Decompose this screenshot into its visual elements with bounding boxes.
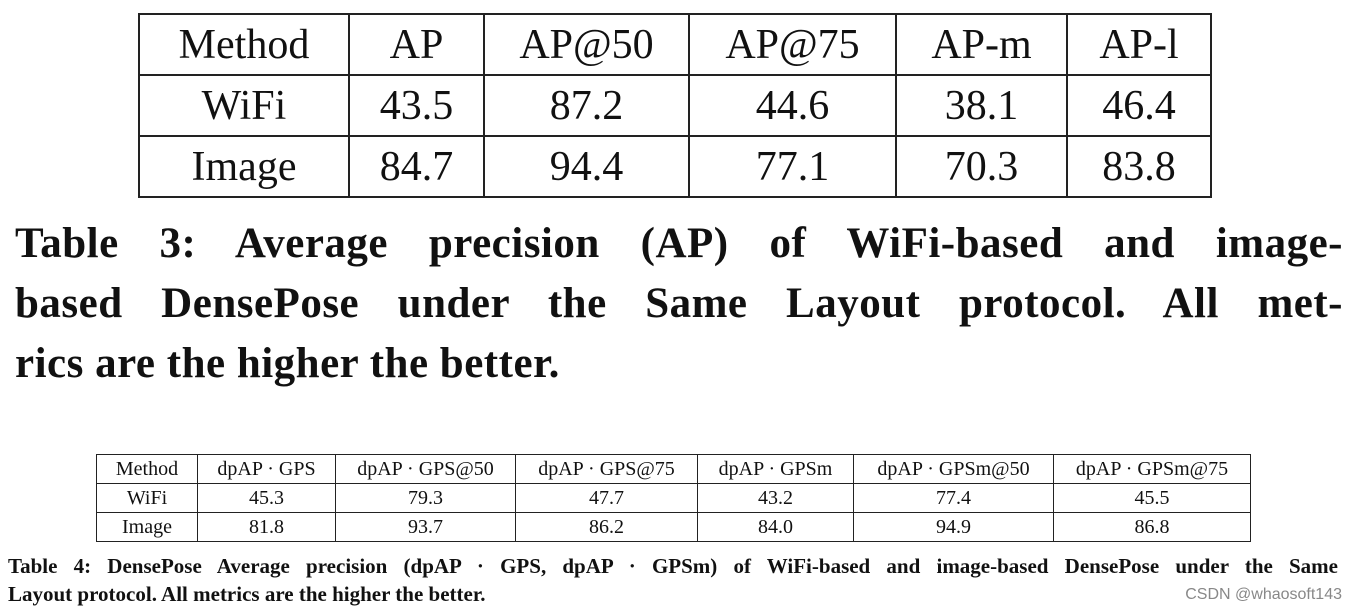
data-row-cell: 43.2 (697, 483, 854, 513)
data-row-cell: 94.4 (483, 135, 690, 198)
caption-line: rics are the higher the better. (15, 340, 560, 387)
header-row-cell: Method (138, 13, 350, 76)
data-row-cell: 46.4 (1066, 74, 1212, 137)
table-3: Method AP AP@50 AP@75 AP-m AP-l WiFi 43.5 87.2 44… (138, 13, 1212, 198)
caption-line: Layout protocol. All metrics are the hig… (8, 582, 486, 606)
data-row-cell: Image (138, 135, 350, 198)
header-row-cell: AP-l (1066, 13, 1212, 76)
data-row-cell: 43.5 (348, 74, 485, 137)
header-row-cell: dpAP · GPSm@50 (853, 454, 1054, 484)
data-row-cell: WiFi (138, 74, 350, 137)
data-row-cell: 45.3 (197, 483, 336, 513)
header-row-cell: dpAP · GPS@50 (335, 454, 516, 484)
table-4: Method dpAP · GPS dpAP · GPS@50 dpAP · GPS@… (96, 454, 1251, 542)
data-row-cell: 77.4 (853, 483, 1054, 513)
data-row-cell: 84.7 (348, 135, 485, 198)
header-row-cell: AP@50 (483, 13, 690, 76)
data-row: WiFi 43.5 87.2 44.6 38.1 46.4 (138, 74, 1212, 137)
data-row-cell: 84.0 (697, 512, 854, 542)
header-row-cell: AP (348, 13, 485, 76)
caption-line: Table 3: Average precision (AP) of WiFi-… (15, 220, 1343, 267)
table-3-caption: Table 3: Average precision (AP) of WiFi-… (15, 214, 1343, 394)
data-row: WiFi 45.3 79.3 47.7 43.2 77.4 45.5 (96, 483, 1251, 513)
data-row-cell: 86.2 (515, 512, 698, 542)
data-row-cell: 81.8 (197, 512, 336, 542)
header-row-cell: dpAP · GPSm@75 (1053, 454, 1251, 484)
header-row-cell: Method (96, 454, 198, 484)
header-row: Method AP AP@50 AP@75 AP-m AP-l (138, 13, 1212, 76)
header-row: Method dpAP · GPS dpAP · GPS@50 dpAP · GPS@… (96, 454, 1251, 484)
data-row: Image 81.8 93.7 86.2 84.0 94.9 86.8 (96, 512, 1251, 542)
data-row: Image 84.7 94.4 77.1 70.3 83.8 (138, 135, 1212, 198)
header-row-cell: dpAP · GPSm (697, 454, 854, 484)
header-row-cell: dpAP · GPS@75 (515, 454, 698, 484)
data-row-cell: 86.8 (1053, 512, 1251, 542)
watermark: CSDN @whaosoft143 (1185, 586, 1342, 603)
data-row-cell: 38.1 (895, 74, 1068, 137)
data-row-cell: 79.3 (335, 483, 516, 513)
data-row-cell: WiFi (96, 483, 198, 513)
data-row-cell: 94.9 (853, 512, 1054, 542)
data-row-cell: 44.6 (688, 74, 897, 137)
data-row-cell: 83.8 (1066, 135, 1212, 198)
caption-line: Table 4: DensePose Average precision (dp… (8, 554, 1338, 578)
header-row-cell: AP-m (895, 13, 1068, 76)
table-4-caption: Table 4: DensePose Average precision (dp… (8, 552, 1338, 608)
caption-line: based DensePose under the Same Layout pr… (15, 280, 1343, 327)
data-row-cell: 77.1 (688, 135, 897, 198)
header-row-cell: AP@75 (688, 13, 897, 76)
data-row-cell: 47.7 (515, 483, 698, 513)
header-row-cell: dpAP · GPS (197, 454, 336, 484)
data-row-cell: 87.2 (483, 74, 690, 137)
data-row-cell: 45.5 (1053, 483, 1251, 513)
data-row-cell: Image (96, 512, 198, 542)
data-row-cell: 70.3 (895, 135, 1068, 198)
data-row-cell: 93.7 (335, 512, 516, 542)
